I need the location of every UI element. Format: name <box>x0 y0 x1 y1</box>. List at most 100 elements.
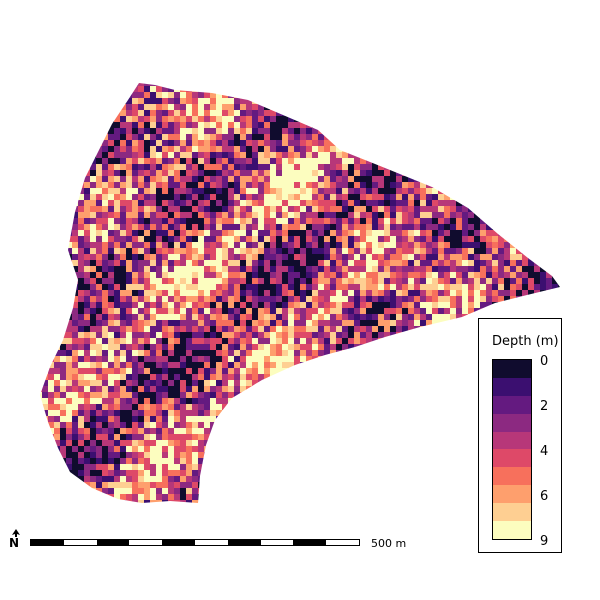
raster-cell <box>204 254 210 260</box>
raster-cell <box>156 362 162 368</box>
raster-cell <box>114 206 120 212</box>
raster-cell <box>66 224 72 230</box>
raster-cell <box>72 206 78 212</box>
raster-cell <box>174 83 180 86</box>
raster-cell <box>144 368 150 374</box>
raster-cell <box>480 308 486 314</box>
raster-cell <box>90 230 96 236</box>
raster-cell <box>462 218 468 224</box>
raster-cell <box>258 296 264 302</box>
raster-cell <box>264 140 270 146</box>
raster-cell <box>408 308 414 314</box>
raster-cell <box>78 98 84 104</box>
raster-cell <box>372 224 378 230</box>
raster-cell <box>120 398 126 404</box>
raster-cell <box>54 416 60 422</box>
raster-cell <box>552 236 558 242</box>
raster-cell <box>228 338 234 344</box>
raster-cell <box>240 290 246 296</box>
raster-cell <box>312 374 318 380</box>
raster-cell <box>468 284 474 290</box>
raster-cell <box>510 182 516 188</box>
raster-cell <box>450 266 456 272</box>
raster-cell <box>318 302 324 308</box>
raster-cell <box>180 164 186 170</box>
raster-cell <box>528 218 534 224</box>
raster-cell <box>174 356 180 362</box>
raster-cell <box>174 362 180 368</box>
raster-cell <box>486 236 492 242</box>
raster-cell <box>312 170 318 176</box>
raster-cell <box>408 170 414 176</box>
raster-cell <box>192 122 198 128</box>
raster-cell <box>174 110 180 116</box>
raster-cell <box>348 140 354 146</box>
raster-cell <box>264 308 270 314</box>
raster-cell <box>48 242 54 248</box>
raster-cell <box>90 248 96 254</box>
raster-cell <box>228 224 234 230</box>
raster-cell <box>336 380 342 386</box>
raster-cell <box>276 230 282 236</box>
raster-cell <box>40 128 42 134</box>
raster-cell <box>162 392 168 398</box>
raster-cell <box>462 410 468 416</box>
raster-cell <box>40 140 42 146</box>
raster-cell <box>240 200 246 206</box>
raster-cell <box>84 266 90 272</box>
raster-cell <box>96 410 102 416</box>
raster-cell <box>42 170 48 176</box>
raster-cell <box>288 122 294 128</box>
raster-cell <box>486 200 492 206</box>
raster-cell <box>288 188 294 194</box>
raster-cell <box>396 410 402 416</box>
raster-cell <box>132 272 138 278</box>
raster-cell <box>540 86 546 92</box>
raster-cell <box>552 122 558 128</box>
raster-cell <box>402 188 408 194</box>
raster-cell <box>336 356 342 362</box>
raster-cell <box>66 83 72 86</box>
raster-cell <box>366 416 372 422</box>
raster-cell <box>204 278 210 284</box>
raster-cell <box>384 380 390 386</box>
raster-cell <box>246 362 252 368</box>
raster-cell <box>396 176 402 182</box>
raster-cell <box>336 254 342 260</box>
raster-cell <box>462 302 468 308</box>
raster-cell <box>132 278 138 284</box>
raster-cell <box>150 182 156 188</box>
raster-cell <box>426 176 432 182</box>
raster-cell <box>60 212 66 218</box>
raster-cell <box>408 104 414 110</box>
raster-cell <box>156 83 162 86</box>
raster-cell <box>306 134 312 140</box>
raster-cell <box>228 344 234 350</box>
raster-cell <box>312 266 318 272</box>
raster-cell <box>126 212 132 218</box>
raster-cell <box>228 122 234 128</box>
raster-cell <box>444 164 450 170</box>
raster-cell <box>462 140 468 146</box>
raster-cell <box>324 248 330 254</box>
raster-cell <box>66 314 72 320</box>
raster-cell <box>390 158 396 164</box>
raster-cell <box>384 206 390 212</box>
raster-cell <box>282 386 288 392</box>
raster-cell <box>48 128 54 134</box>
raster-cell <box>390 104 396 110</box>
raster-cell <box>156 398 162 404</box>
raster-cell <box>162 368 168 374</box>
raster-cell <box>72 278 78 284</box>
raster-cell <box>510 170 516 176</box>
raster-cell <box>354 356 360 362</box>
raster-cell <box>282 398 288 404</box>
raster-cell <box>378 410 384 416</box>
raster-cell <box>198 212 204 218</box>
raster-cell <box>336 224 342 230</box>
raster-cell <box>210 122 216 128</box>
raster-cell <box>402 260 408 266</box>
raster-cell <box>240 170 246 176</box>
raster-cell <box>126 260 132 266</box>
raster-cell <box>450 122 456 128</box>
